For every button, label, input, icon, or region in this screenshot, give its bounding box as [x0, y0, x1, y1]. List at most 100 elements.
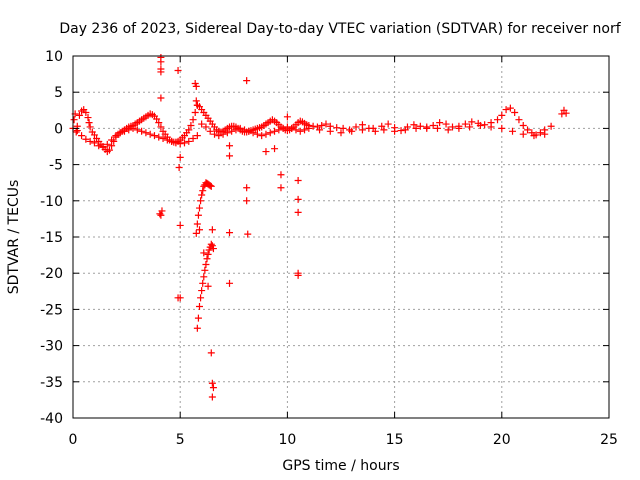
data-point — [200, 273, 208, 281]
data-point — [82, 135, 90, 143]
data-point — [348, 127, 356, 135]
data-point — [75, 111, 83, 119]
data-point — [206, 182, 214, 190]
data-point — [193, 324, 201, 332]
data-point — [509, 127, 517, 135]
data-point — [249, 129, 257, 137]
y-tick-label: 10 — [45, 49, 63, 65]
data-point — [172, 139, 180, 147]
data-point — [380, 126, 388, 134]
data-point — [326, 127, 334, 135]
data-point — [201, 266, 209, 274]
data-point — [142, 129, 150, 137]
data-point — [253, 130, 261, 138]
data-point — [294, 177, 302, 185]
data-point — [176, 221, 184, 229]
data-point — [193, 220, 201, 228]
data-point — [358, 126, 366, 134]
data-point — [157, 68, 165, 76]
data-point — [243, 197, 251, 205]
data-point — [562, 109, 570, 117]
data-point — [401, 126, 409, 134]
data-point — [391, 127, 399, 135]
data-point — [86, 123, 94, 131]
data-point — [108, 136, 116, 144]
data-point — [86, 137, 94, 145]
data-point — [192, 82, 200, 90]
data-point — [337, 129, 345, 137]
data-point — [352, 123, 360, 131]
data-point — [90, 131, 98, 139]
data-point — [200, 249, 208, 257]
data-point — [174, 294, 182, 302]
data-point — [195, 204, 203, 212]
x-tick-label: 20 — [493, 432, 511, 448]
data-point — [189, 116, 197, 124]
data-point — [536, 129, 544, 137]
data-point — [283, 113, 291, 121]
data-point — [262, 130, 270, 138]
data-point — [476, 122, 484, 130]
data-point — [558, 110, 566, 118]
data-point — [547, 122, 555, 130]
data-point — [78, 132, 86, 140]
data-point — [195, 303, 203, 311]
y-axis-label: SDTVAR / TECUs — [6, 180, 22, 295]
data-point — [384, 120, 392, 128]
data-point — [129, 124, 137, 132]
data-point — [412, 124, 420, 132]
data-point — [99, 143, 107, 151]
data-point — [198, 287, 206, 295]
data-point — [498, 111, 506, 119]
x-tick-label: 25 — [600, 432, 618, 448]
data-point — [277, 184, 285, 192]
data-point — [175, 163, 183, 171]
data-point — [204, 250, 212, 258]
data-point — [195, 226, 203, 234]
data-point — [519, 122, 527, 130]
data-point — [228, 127, 236, 135]
x-tick-label: 10 — [278, 432, 296, 448]
data-point — [333, 124, 341, 132]
data-point — [197, 197, 205, 205]
axis-ticks: 0 5 10 15 20 25 10 5 0 -5 -10 -15 -20 -25 -30 -35 -40 — [40, 49, 618, 448]
data-point — [95, 142, 103, 150]
data-point — [275, 126, 283, 134]
data-point — [466, 123, 474, 131]
data-point — [197, 294, 205, 302]
data-point — [283, 123, 291, 131]
data-point — [192, 229, 200, 237]
data-point — [194, 211, 202, 219]
data-point — [266, 129, 274, 137]
data-point — [515, 116, 523, 124]
data-point — [174, 66, 182, 74]
data-point — [236, 124, 244, 132]
y-tick-label: -35 — [40, 375, 63, 391]
data-point — [155, 119, 163, 127]
data-point — [461, 120, 469, 128]
data-point — [288, 124, 296, 132]
data-point — [292, 126, 300, 134]
data-point — [193, 132, 201, 140]
data-point — [301, 126, 309, 134]
data-point — [433, 124, 441, 132]
data-point — [185, 126, 193, 134]
data-point — [226, 152, 234, 160]
data-point — [116, 129, 124, 137]
data-point — [204, 282, 212, 290]
data-point — [294, 208, 302, 216]
data-point — [271, 127, 279, 135]
grid-lines — [73, 56, 609, 418]
x-axis-label: GPS time / hours — [282, 458, 399, 474]
data-point — [193, 101, 201, 109]
data-point — [112, 132, 120, 140]
data-point — [258, 132, 266, 140]
data-point — [524, 126, 532, 134]
data-point — [189, 135, 197, 143]
data-point — [133, 126, 141, 134]
data-point — [309, 122, 317, 130]
data-point — [82, 108, 90, 116]
data-point — [153, 115, 161, 123]
data-point — [442, 120, 450, 128]
data-point — [209, 245, 217, 253]
